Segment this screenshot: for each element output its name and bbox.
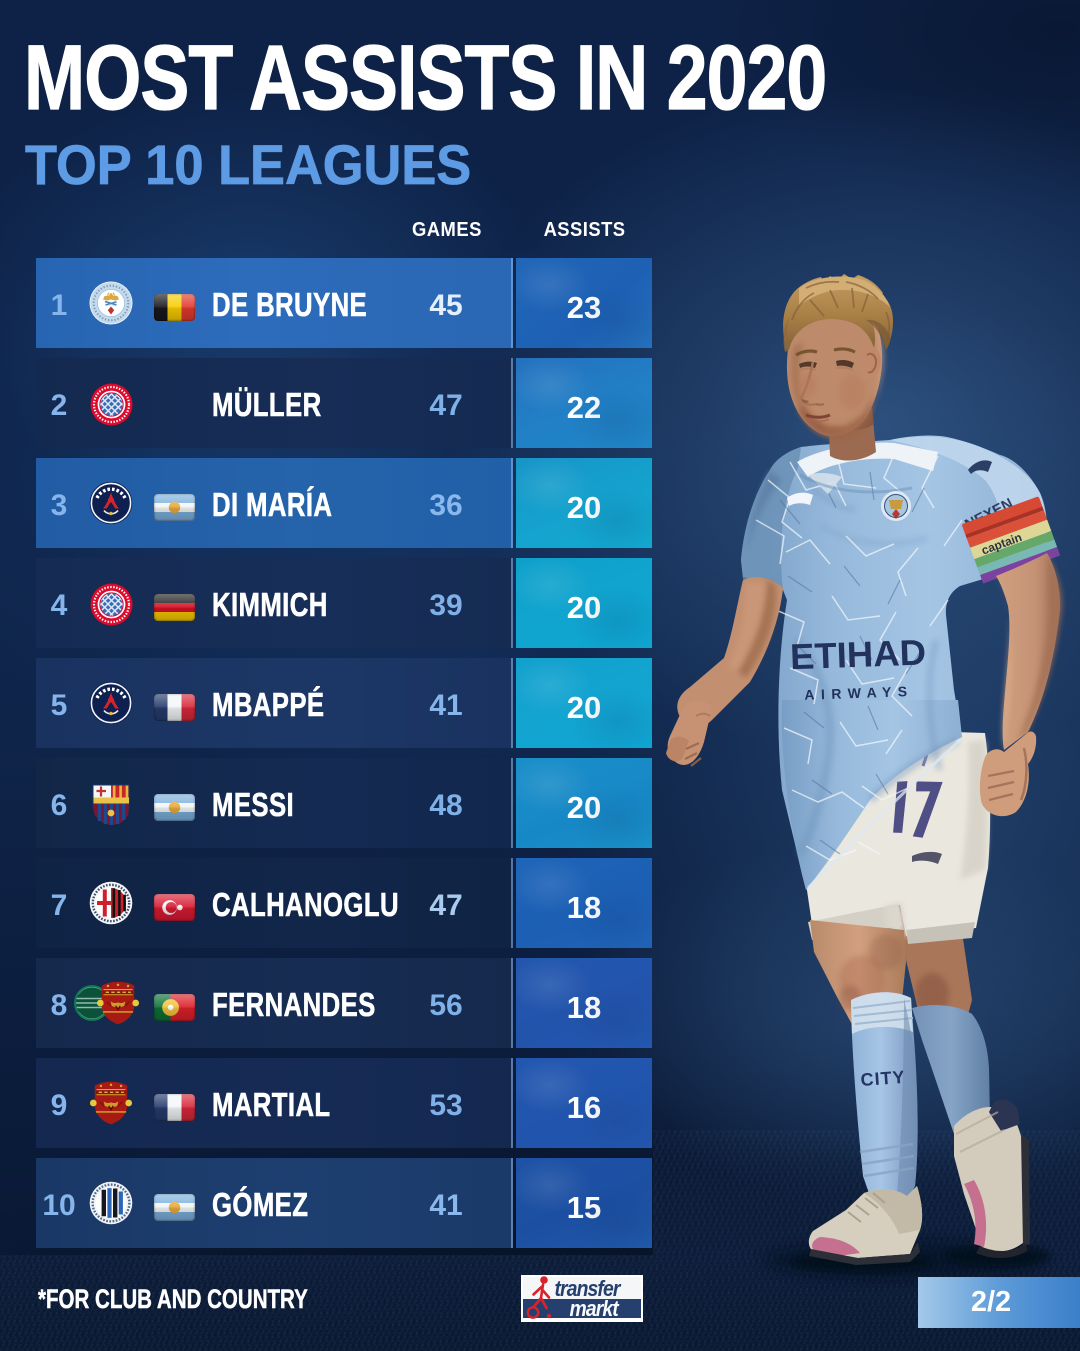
svg-text:AIRWAYS: AIRWAYS [804,683,914,703]
svg-text:CITY: CITY [860,1067,906,1090]
svg-text:ETIHAD: ETIHAD [789,632,926,678]
